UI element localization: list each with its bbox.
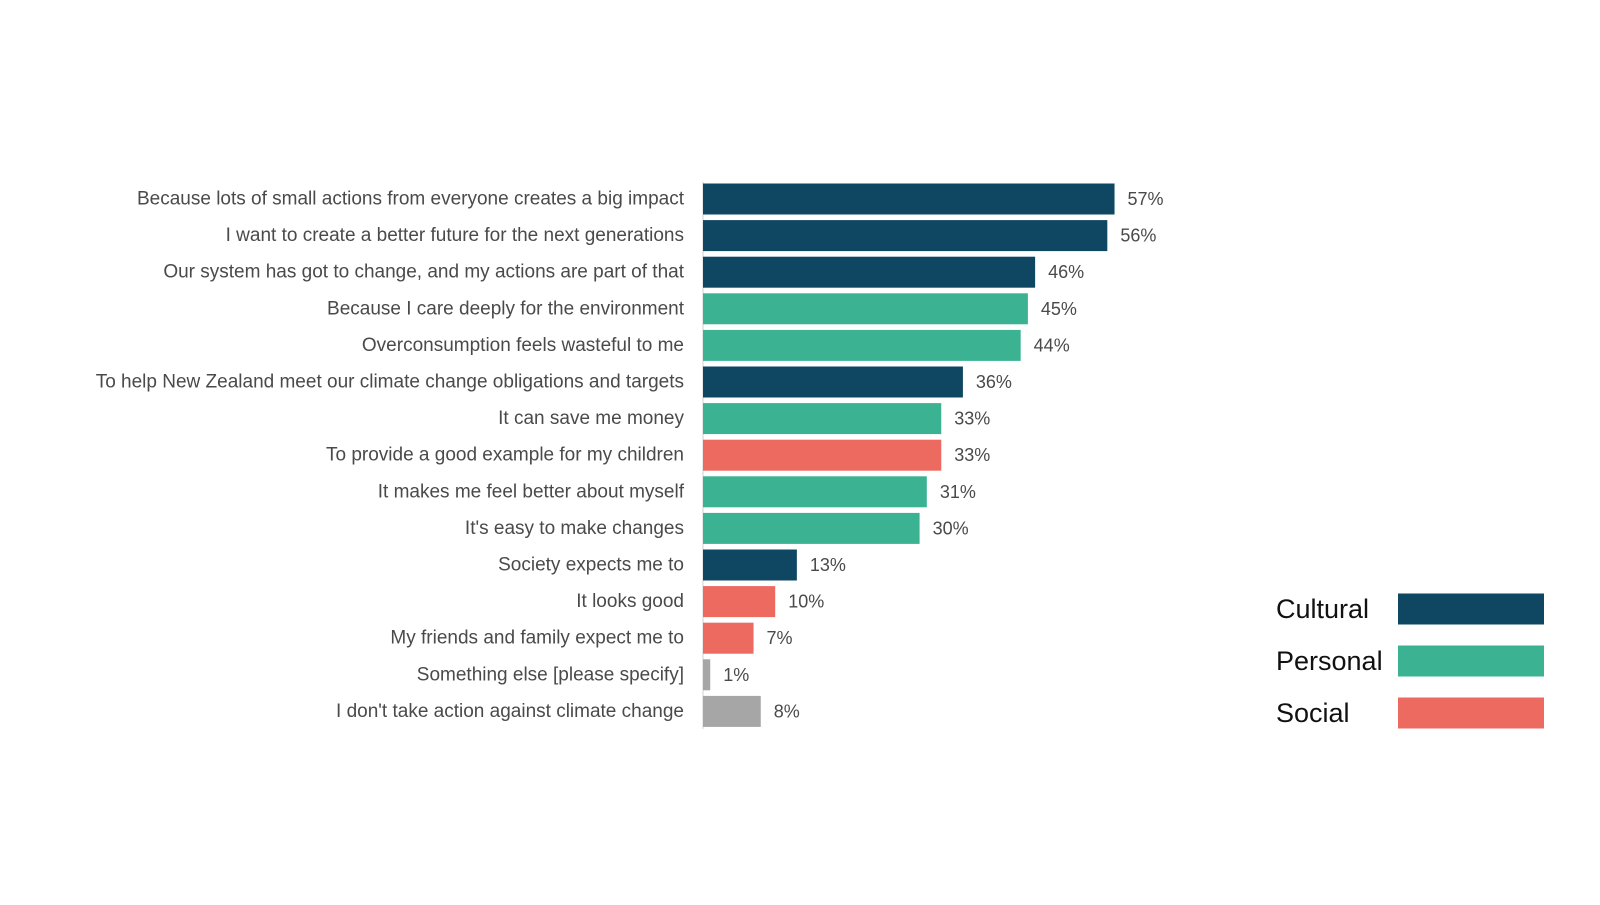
bar (703, 220, 1108, 252)
category-label: Because lots of small actions from every… (137, 189, 685, 210)
value-label: 56% (1120, 226, 1156, 246)
category-label: I don't take action against climate chan… (336, 701, 684, 722)
bar-row: Overconsumption feels wasteful to me 44% (362, 329, 1070, 361)
bar (703, 659, 711, 691)
bar-row: I want to create a better future for the… (226, 220, 1156, 252)
legend-label: Personal (1276, 646, 1383, 676)
value-label: 13% (810, 555, 846, 575)
value-label: 8% (774, 701, 800, 721)
category-label: I want to create a better future for the… (226, 225, 684, 246)
value-label: 1% (723, 665, 749, 685)
category-label: It's easy to make changes (465, 518, 684, 539)
category-label: To help New Zealand meet our climate cha… (96, 372, 684, 393)
bar-row: Our system has got to change, and my act… (163, 256, 1084, 288)
bar-row: To help New Zealand meet our climate cha… (96, 366, 1012, 398)
bar (703, 622, 754, 654)
bar (703, 403, 942, 435)
legend: Cultural Personal Social (1276, 593, 1544, 729)
bar-row: It can save me money 33% (498, 403, 990, 435)
value-label: 45% (1041, 299, 1077, 319)
category-label: It can save me money (498, 408, 684, 429)
legend-item: Cultural (1276, 593, 1544, 625)
bar-row: Society expects me to 13% (498, 549, 846, 581)
category-label: It makes me feel better about myself (378, 481, 685, 502)
category-label: Society expects me to (498, 555, 684, 576)
bar-row: Because lots of small actions from every… (137, 183, 1164, 215)
legend-label: Social (1276, 698, 1350, 728)
value-label: 44% (1034, 335, 1070, 355)
bar-row: It looks good 10% (576, 586, 824, 618)
category-label: Overconsumption feels wasteful to me (362, 335, 684, 356)
value-label: 10% (788, 592, 824, 612)
bar (703, 476, 927, 508)
value-label: 30% (933, 518, 969, 538)
bar (703, 695, 761, 727)
value-label: 33% (954, 445, 990, 465)
value-label: 36% (976, 372, 1012, 392)
value-label: 33% (954, 409, 990, 429)
bar (703, 183, 1115, 215)
legend-swatch (1398, 697, 1544, 729)
value-label: 46% (1048, 262, 1084, 282)
bar-row: My friends and family expect me to 7% (390, 622, 793, 654)
bar (703, 439, 942, 471)
bars-layer: Because lots of small actions from every… (96, 183, 1164, 727)
bar (703, 293, 1028, 325)
legend-swatch (1398, 645, 1544, 677)
bar (703, 366, 963, 398)
value-label: 57% (1128, 189, 1164, 209)
legend-label: Cultural (1276, 594, 1369, 624)
legend-item: Personal (1276, 645, 1544, 677)
value-label: 7% (767, 628, 793, 648)
category-label: Because I care deeply for the environmen… (327, 298, 685, 319)
bar (703, 256, 1036, 288)
bar-row: It's easy to make changes 30% (465, 512, 969, 544)
category-label: My friends and family expect me to (390, 628, 684, 649)
bar-row: Because I care deeply for the environmen… (327, 293, 1077, 325)
bar (703, 512, 920, 544)
bar-row: I don't take action against climate chan… (336, 695, 800, 727)
bar-row: To provide a good example for my childre… (326, 439, 990, 471)
value-label: 31% (940, 482, 976, 502)
category-label: Our system has got to change, and my act… (163, 262, 684, 283)
bar-row: It makes me feel better about myself 31% (378, 476, 976, 508)
legend-item: Social (1276, 697, 1544, 729)
category-label: Something else [please specify] (417, 664, 684, 685)
bar-row: Something else [please specify] 1% (417, 659, 749, 691)
category-label: It looks good (576, 591, 684, 612)
category-label: To provide a good example for my childre… (326, 445, 684, 466)
bar (703, 549, 797, 581)
bar (703, 586, 776, 618)
legend-swatch (1398, 593, 1544, 625)
bar (703, 329, 1021, 361)
